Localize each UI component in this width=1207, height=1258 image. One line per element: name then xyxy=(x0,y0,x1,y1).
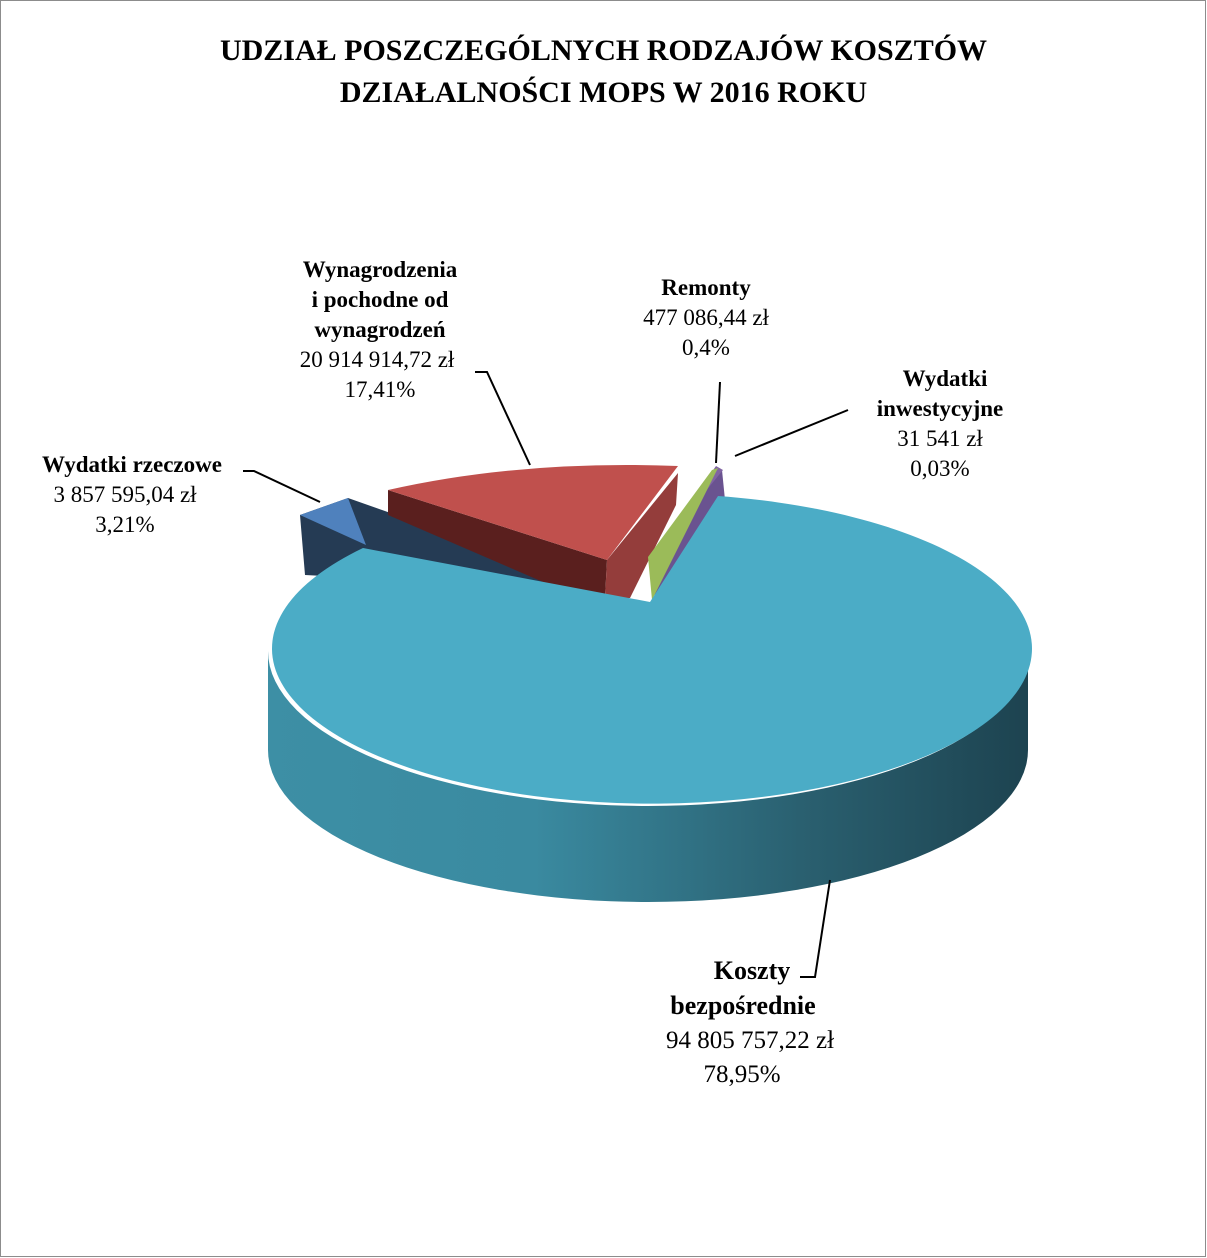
label-remonty-amount: 477 086,44 zł xyxy=(643,305,769,330)
leader-line-wynagrodzenia xyxy=(475,371,531,466)
slice-wynagrodzenia-side-right xyxy=(605,473,678,598)
leader-line-wydatki-inwestycyjne xyxy=(734,409,849,457)
chart-title: UDZIAŁ POSZCZEGÓLNYCH RODZAJÓW KOSZTÓW D… xyxy=(0,30,1207,114)
label-koszty-bezposrednie-amount: 94 805 757,22 zł xyxy=(666,1027,834,1054)
label-remonty: Remonty 477 086,44 zł 0,4% xyxy=(643,275,769,360)
label-wydatki-rzeczowe-name: Wydatki rzeczowe xyxy=(42,452,222,477)
label-koszty-bezposrednie-name-1: Koszty xyxy=(714,956,791,985)
slice-wydatki-inwestycyjne-side xyxy=(648,468,718,600)
label-wydatki-inwestycyjne-name-1: Wydatki xyxy=(903,366,988,391)
chart-title-line-2: DZIAŁALNOŚCI MOPS W 2016 ROKU xyxy=(339,76,868,109)
slice-wynagrodzenia-top xyxy=(388,465,678,560)
slice-wynagrodzenia-side-left xyxy=(388,490,607,598)
label-remonty-name: Remonty xyxy=(661,275,751,300)
label-wydatki-inwestycyjne-percent: 0,03% xyxy=(910,456,969,481)
slice-koszty-bezposrednie-top xyxy=(271,496,1032,804)
slice-wynagrodzenia xyxy=(388,465,678,598)
label-koszty-bezposrednie-name-2: bezpośrednie xyxy=(670,991,815,1020)
label-wynagrodzenia-amount: 20 914 914,72 zł xyxy=(300,347,455,372)
slice-remonty-side xyxy=(652,470,725,600)
label-wynagrodzenia-name-1: Wynagrodzenia xyxy=(303,257,458,282)
leader-line-wydatki-rzeczowe xyxy=(243,470,321,503)
label-wydatki-inwestycyjne-amount: 31 541 zł xyxy=(897,426,983,451)
slice-koszty-bezposrednie xyxy=(268,496,1032,902)
label-wydatki-rzeczowe-percent: 3,21% xyxy=(95,512,154,537)
label-wynagrodzenia-name-2: i pochodne od xyxy=(312,287,449,312)
label-wynagrodzenia-percent: 17,41% xyxy=(345,377,416,402)
slice-koszty-bezposrednie-side xyxy=(268,651,1028,902)
slice-wydatki-inwestycyjne xyxy=(648,468,718,600)
label-wydatki-inwestycyjne: Wydatki inwestycyjne 31 541 zł 0,03% xyxy=(877,366,1003,481)
label-wydatki-rzeczowe-amount: 3 857 595,04 zł xyxy=(53,482,197,507)
label-koszty-bezposrednie-percent: 78,95% xyxy=(703,1061,780,1088)
leader-line-koszty-bezposrednie xyxy=(800,879,831,978)
label-remonty-percent: 0,4% xyxy=(682,335,730,360)
label-wynagrodzenia: Wynagrodzenia i pochodne od wynagrodzeń … xyxy=(300,257,458,402)
chart-title-line-1: UDZIAŁ POSZCZEGÓLNYCH RODZAJÓW KOSZTÓW xyxy=(219,34,988,67)
label-koszty-bezposrednie: Koszty bezpośrednie 94 805 757,22 zł 78,… xyxy=(666,956,834,1088)
label-wydatki-rzeczowe: Wydatki rzeczowe 3 857 595,04 zł 3,21% xyxy=(42,452,222,537)
label-wydatki-inwestycyjne-name-2: inwestycyjne xyxy=(877,396,1003,421)
leader-line-remonty xyxy=(715,381,721,464)
label-wynagrodzenia-name-3: wynagrodzeń xyxy=(314,317,445,342)
slice-wydatki-rzeczowe-top xyxy=(300,498,366,545)
